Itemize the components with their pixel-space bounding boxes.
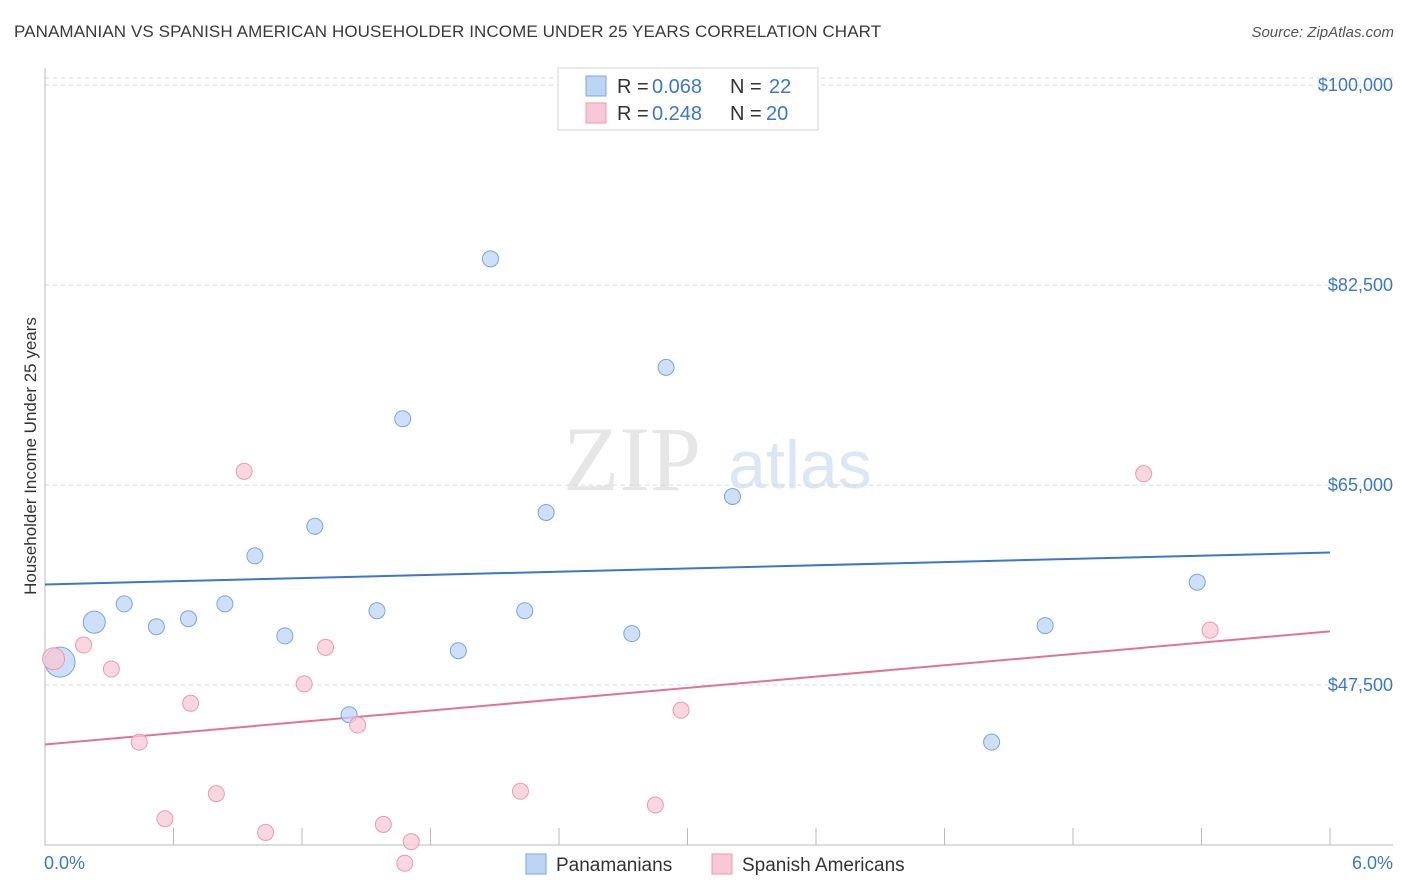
grid-lines [45, 77, 1393, 686]
watermark: ZIP atlas [563, 408, 872, 510]
point-spanish-americans [1201, 621, 1219, 639]
correlation-legend: R = 0.068 N = 22 R = 0.248 N = 20 [557, 67, 819, 131]
point-spanish-americans [646, 796, 664, 814]
point-panamanians [449, 642, 467, 660]
point-spanish-americans [396, 854, 414, 872]
axes [44, 68, 1393, 846]
point-spanish-americans [235, 462, 253, 480]
point-spanish-americans [317, 638, 335, 656]
series-legend-label-spanish-americans: Spanish Americans [742, 855, 905, 876]
series-legend: Panamanians Spanish Americans [525, 853, 905, 876]
data-points [42, 250, 1219, 872]
legend-n-label-blue: N = [730, 76, 762, 98]
source-label: Source: ZipAtlas.com [1251, 24, 1394, 41]
point-panamanians [481, 250, 499, 268]
legend-n-value-pink: 20 [766, 103, 788, 125]
legend-r-value-pink: 0.248 [652, 103, 702, 125]
y-tick-label: $100,000 [1318, 75, 1393, 95]
point-spanish-americans [1135, 465, 1153, 483]
point-spanish-americans [207, 785, 225, 803]
trend-lines [44, 551, 1331, 746]
point-spanish-americans [511, 782, 529, 800]
point-panamanians [394, 410, 412, 428]
point-panamanians [983, 733, 1001, 751]
point-spanish-americans [295, 675, 313, 693]
point-spanish-americans [672, 701, 690, 719]
series-legend-label-panamanians: Panamanians [556, 855, 672, 876]
legend-swatch-blue [585, 75, 607, 97]
legend-r-label-pink: R = [617, 103, 649, 125]
point-panamanians [657, 358, 675, 376]
chart-title: PANAMANIAN VS SPANISH AMERICAN HOUSEHOLD… [14, 22, 882, 41]
legend-r-value-blue: 0.068 [652, 76, 702, 98]
point-panamanians [216, 595, 234, 613]
legend-n-label-pink: N = [730, 103, 762, 125]
series-legend-swatch-spanish-americans [711, 853, 733, 875]
point-spanish-americans [374, 815, 392, 833]
point-spanish-americans [102, 660, 120, 678]
trend-line-panamanians [44, 551, 1331, 586]
point-spanish-americans [156, 810, 174, 828]
y-tick-label: $82,500 [1328, 275, 1393, 295]
point-panamanians [276, 627, 294, 645]
point-panamanians [516, 602, 534, 620]
y-tick-label: $47,500 [1328, 675, 1393, 695]
point-panamanians [1036, 617, 1054, 635]
legend-r-label-blue: R = [617, 76, 649, 98]
point-panamanians [147, 618, 165, 636]
point-spanish-americans [130, 733, 148, 751]
point-panamanians [623, 625, 641, 643]
x-tick-label-max: 6.0% [1352, 853, 1393, 873]
legend-swatch-pink [585, 102, 607, 124]
point-panamanians [723, 487, 741, 505]
point-panamanians [1188, 573, 1206, 591]
point-panamanians [82, 610, 106, 634]
point-spanish-americans [257, 823, 275, 841]
watermark-zip: ZIP [563, 408, 701, 510]
point-spanish-americans [349, 716, 367, 734]
point-panamanians [306, 517, 324, 535]
point-spanish-americans [75, 636, 93, 654]
point-spanish-americans [42, 647, 66, 671]
point-panamanians [179, 610, 197, 628]
x-tick-label-min: 0.0% [44, 853, 85, 873]
y-tick-labels: $47,500 $65,000 $82,500 $100,000 [1318, 75, 1393, 695]
watermark-atlas: atlas [728, 427, 872, 503]
point-panamanians [537, 503, 555, 521]
y-axis-label: Householder Income Under 25 years [21, 317, 40, 595]
trend-line-spanish-americans [44, 630, 1331, 746]
point-spanish-americans [402, 833, 420, 851]
point-panamanians [368, 602, 386, 620]
point-spanish-americans [182, 694, 200, 712]
point-panamanians [246, 547, 264, 565]
series-legend-swatch-panamanians [525, 853, 547, 875]
point-panamanians [115, 595, 133, 613]
y-tick-label: $65,000 [1328, 475, 1393, 495]
legend-n-value-blue: 22 [769, 76, 791, 98]
